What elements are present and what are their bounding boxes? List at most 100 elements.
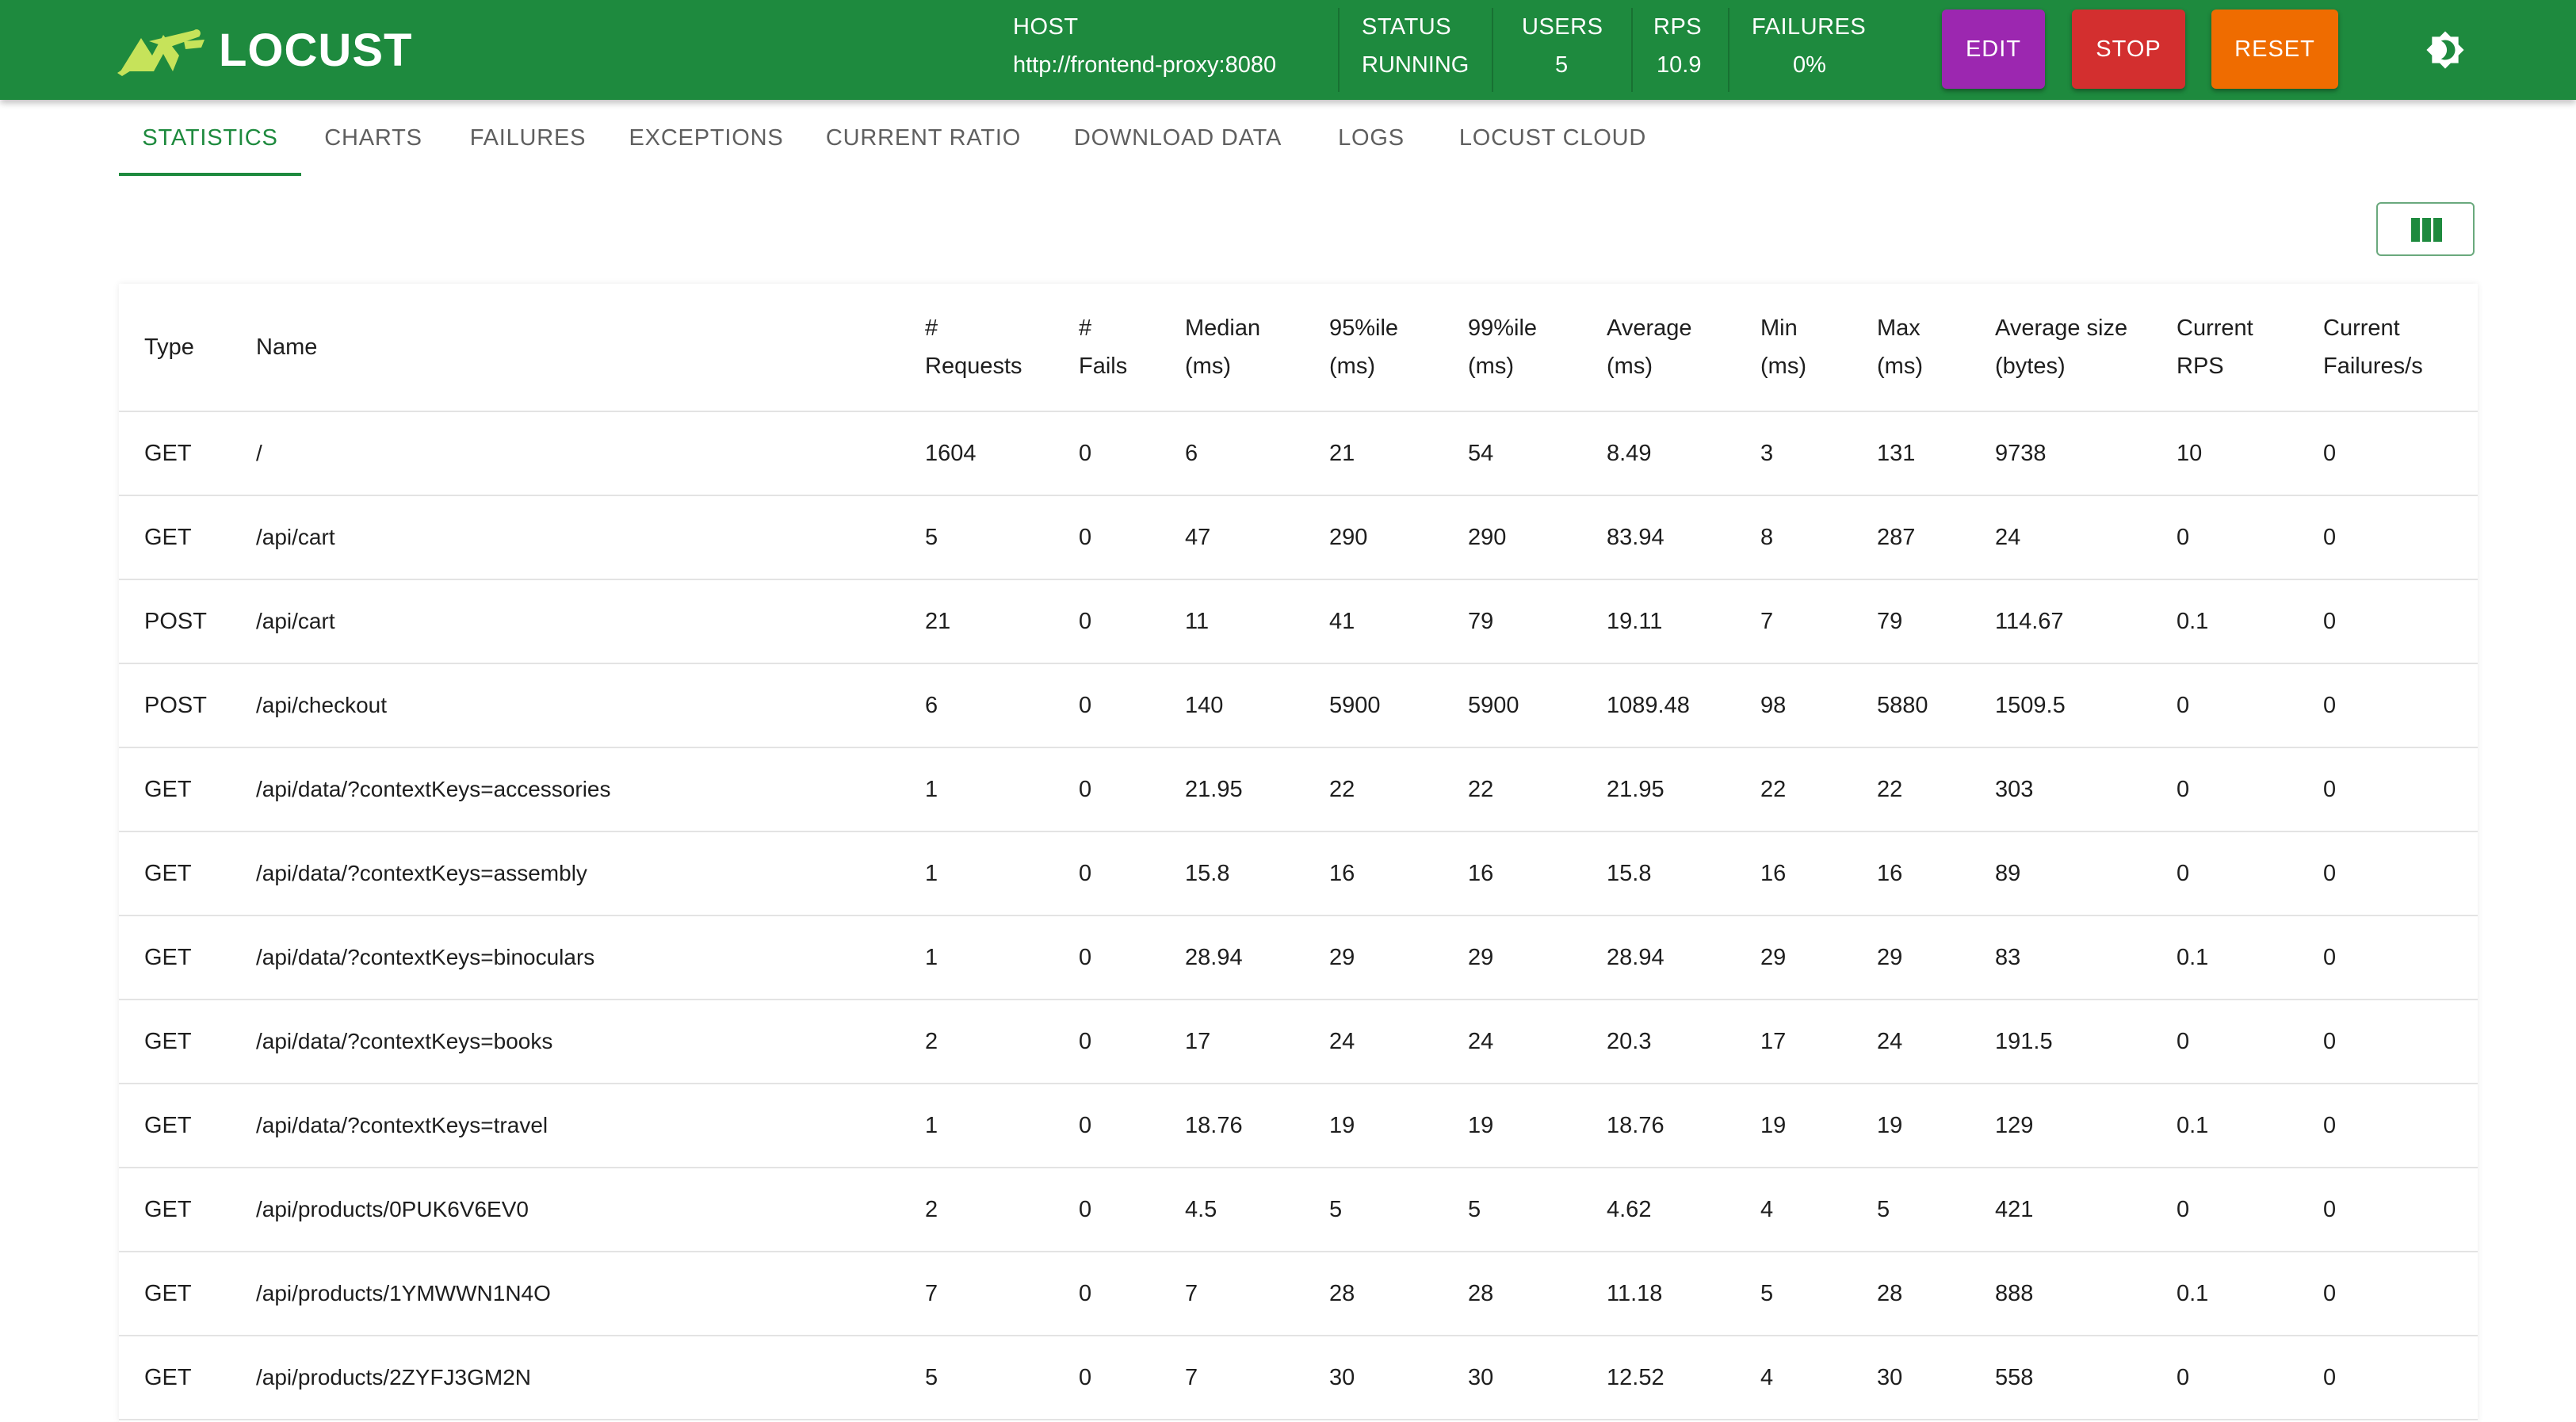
table-header-row: Type Name # Requests # Fails Median (ms) 95%ile (…	[119, 284, 2478, 412]
cell-p95: 30	[1304, 1336, 1443, 1420]
cell-average: 20.3	[1581, 1000, 1735, 1084]
stop-button[interactable]: STOP	[2072, 10, 2185, 89]
cell-p95: 290	[1304, 495, 1443, 580]
column-header-text: Min	[1760, 315, 1798, 341]
cell-p99: 28	[1443, 1252, 1581, 1336]
column-header-average[interactable]: Average (ms)	[1581, 284, 1735, 412]
cell-min: 4	[1735, 1168, 1852, 1252]
cell-average: 8.49	[1581, 411, 1735, 496]
edit-button[interactable]: EDIT	[1942, 10, 2045, 89]
cell-p95: 5	[1304, 1168, 1443, 1252]
column-header-avg-size[interactable]: Average size (bytes)	[1970, 284, 2151, 412]
column-header-text: (ms)	[1185, 354, 1231, 379]
column-header-text: #	[925, 315, 938, 341]
active-tab-indicator	[119, 173, 301, 176]
column-header-median[interactable]: Median (ms)	[1160, 284, 1304, 412]
cell-current-rps: 10	[2151, 411, 2298, 496]
cell-median: 28.94	[1160, 916, 1304, 1000]
table-row[interactable]: GET/api/data/?contextKeys=binoculars 1 0 28…	[119, 916, 2478, 1000]
column-header-type[interactable]: Type	[119, 284, 231, 412]
column-header-p99[interactable]: 99%ile (ms)	[1443, 284, 1581, 412]
cell-p99: 5	[1443, 1168, 1581, 1252]
cell-current-rps: 0	[2151, 495, 2298, 580]
cell-fails: 0	[1053, 495, 1160, 580]
column-header-min[interactable]: Min (ms)	[1735, 284, 1852, 412]
cell-current-rps: 0	[2151, 831, 2298, 916]
cell-p95: 16	[1304, 831, 1443, 916]
table-row[interactable]: POST/api/checkout 6 0 140 5900 5900 1089.48 98 5…	[119, 663, 2478, 748]
column-header-max[interactable]: Max (ms)	[1852, 284, 1970, 412]
cell-min: 7	[1735, 579, 1852, 664]
column-header-text: Name	[256, 334, 318, 360]
cell-requests: 5	[900, 1336, 1053, 1420]
column-header-name[interactable]: Name	[231, 284, 900, 412]
cell-requests: 1604	[900, 411, 1053, 496]
table-row[interactable]: GET/api/products/2ZYFJ3GM2N 5 0 7 30 30 12.52 4…	[119, 1336, 2478, 1420]
failures-value: 0%	[1793, 52, 1826, 78]
stat-divider	[1631, 8, 1633, 92]
host-stat: HOST http://frontend-proxy:8080	[1013, 0, 1314, 100]
column-header-p95[interactable]: 95%ile (ms)	[1304, 284, 1443, 412]
column-header-text: Average	[1607, 315, 1692, 341]
cell-median: 7	[1160, 1336, 1304, 1420]
cell-min: 29	[1735, 916, 1852, 1000]
tab-exceptions[interactable]: EXCEPTIONS	[629, 125, 784, 151]
column-header-requests[interactable]: # Requests	[900, 284, 1053, 412]
cell-fails: 0	[1053, 579, 1160, 664]
cell-current-failures: 0	[2298, 916, 2478, 1000]
cell-avg-size: 191.5	[1970, 1000, 2151, 1084]
cell-max: 79	[1852, 579, 1970, 664]
status-stat: STATUS RUNNING	[1362, 0, 1481, 100]
table-row[interactable]: GET/api/data/?contextKeys=assembly 1 0 15.8…	[119, 831, 2478, 916]
tab-failures[interactable]: FAILURES	[469, 125, 587, 151]
table-row[interactable]: POST/api/cart 21 0 11 41 79 19.11 7 79 114.67 0.1 0	[119, 579, 2478, 664]
brightness-icon[interactable]	[2425, 30, 2465, 70]
tab-logs[interactable]: LOGS	[1338, 125, 1405, 151]
table-row[interactable]: GET/api/data/?contextKeys=travel 1 0 18.76 1…	[119, 1084, 2478, 1168]
table-row[interactable]: GET/api/data/?contextKeys=accessories 1 0 2…	[119, 747, 2478, 832]
cell-current-rps: 0	[2151, 1336, 2298, 1420]
column-header-current-rps[interactable]: Current RPS	[2151, 284, 2298, 412]
table-row[interactable]: GET/1604 0 6 21 54 8.49 3 131 9738 10 0	[119, 411, 2478, 496]
cell-type: GET	[119, 916, 231, 1000]
cell-avg-size: 89	[1970, 831, 2151, 916]
cell-avg-size: 129	[1970, 1084, 2151, 1168]
cell-fails: 0	[1053, 747, 1160, 832]
table-row[interactable]: GET/api/products/0PUK6V6EV0 2 0 4.5 5 5 4.62 4 5…	[119, 1168, 2478, 1252]
table-row[interactable]: GET/api/products/1YMWWN1N4O 7 0 7 28 28 11.18 5…	[119, 1252, 2478, 1336]
locust-logo[interactable]: LOCUST	[117, 24, 412, 76]
cell-avg-size: 114.67	[1970, 579, 2151, 664]
cell-requests: 21	[900, 579, 1053, 664]
column-header-fails[interactable]: # Fails	[1053, 284, 1160, 412]
column-header-current-failures[interactable]: Current Failures/s	[2298, 284, 2478, 412]
cell-fails: 0	[1053, 916, 1160, 1000]
cell-min: 8	[1735, 495, 1852, 580]
reset-button[interactable]: RESET	[2211, 10, 2338, 89]
host-value: http://frontend-proxy:8080	[1013, 52, 1277, 78]
table-row[interactable]: GET/api/data/?contextKeys=books 2 0 17 24 24 2…	[119, 1000, 2478, 1084]
cell-median: 7	[1160, 1252, 1304, 1336]
cell-max: 29	[1852, 916, 1970, 1000]
tab-current-ratio[interactable]: CURRENT RATIO	[825, 125, 1022, 151]
cell-avg-size: 24	[1970, 495, 2151, 580]
tab-download-data[interactable]: DOWNLOAD DATA	[1073, 125, 1282, 151]
cell-min: 16	[1735, 831, 1852, 916]
cell-fails: 0	[1053, 1000, 1160, 1084]
table-row[interactable]: GET/api/cart 5 0 47 290 290 83.94 8 287 24 0 0	[119, 495, 2478, 580]
rps-value: 10.9	[1657, 52, 1702, 78]
cell-min: 4	[1735, 1336, 1852, 1420]
cell-name: /api/products/0PUK6V6EV0	[231, 1168, 900, 1252]
cell-min: 19	[1735, 1084, 1852, 1168]
cell-current-failures: 0	[2298, 495, 2478, 580]
tab-charts[interactable]: CHARTS	[324, 125, 422, 151]
tab-locust-cloud[interactable]: LOCUST CLOUD	[1458, 125, 1647, 151]
column-toggle-button[interactable]	[2376, 202, 2475, 256]
cell-p99: 16	[1443, 831, 1581, 916]
statistics-table-container: Type Name # Requests # Fails Median (ms) 95%ile (…	[119, 284, 2478, 1422]
tab-statistics[interactable]: STATISTICS	[142, 125, 278, 151]
cell-min: 22	[1735, 747, 1852, 832]
users-label: USERS	[1522, 14, 1603, 40]
stat-divider	[1728, 8, 1729, 92]
cell-median: 15.8	[1160, 831, 1304, 916]
cell-current-failures: 0	[2298, 747, 2478, 832]
